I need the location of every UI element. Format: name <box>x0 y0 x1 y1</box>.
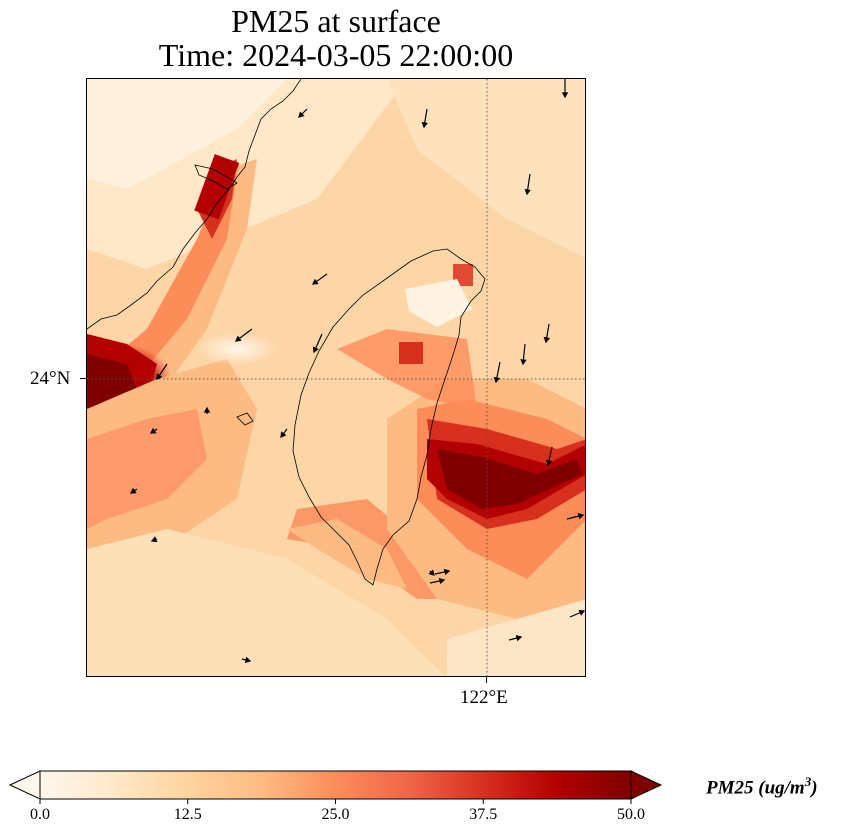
taipei-hotspot <box>453 264 473 286</box>
colorbar-extend-max <box>630 770 663 800</box>
colorbar-label: PM25 (ug/m3) <box>706 774 818 799</box>
wind-vector-head <box>129 487 137 494</box>
wind-vector-head <box>577 512 585 520</box>
wind-vector-head <box>524 188 531 196</box>
pm25-field-map <box>87 79 585 676</box>
colorbar-tick-label: 12.5 <box>173 806 202 823</box>
wind-vector-head <box>235 335 242 342</box>
wind-vector-head <box>520 359 527 366</box>
wind-vector-head <box>421 121 428 129</box>
wind-vector-head <box>312 346 319 354</box>
wind-vector-head <box>438 577 446 585</box>
wind-vector-head <box>443 568 451 576</box>
wind-vectors <box>129 79 585 664</box>
colorbar-extend-min <box>8 770 41 800</box>
clean-air-core <box>87 79 287 189</box>
wind-vector-head <box>244 656 252 664</box>
map-panel <box>86 78 586 677</box>
wind-vector-head <box>545 459 553 467</box>
title-line-2: Time: 2024-03-05 22:00:00 <box>158 37 514 73</box>
lon-tick-label: 122°E <box>460 687 508 708</box>
wind-vector-head <box>428 569 435 576</box>
wind-vector-head <box>311 278 319 285</box>
taiwan-north-clean <box>405 279 472 327</box>
pale-region-northeast <box>387 79 585 258</box>
wind-vector-head <box>149 427 157 434</box>
lat-tick-label: 24°N <box>30 368 71 389</box>
southwest-belt-fringe <box>287 519 407 589</box>
wind-vector-head <box>561 92 569 99</box>
east-plume-max <box>437 449 582 509</box>
hotspot-fujian-north <box>194 154 240 220</box>
strait-band-lower-core <box>87 409 207 529</box>
wind-vector-head <box>515 634 523 642</box>
clean-patch-strait <box>197 333 277 365</box>
wind-vector-head <box>493 376 501 384</box>
wind-vector-head <box>203 406 211 413</box>
taiwan-local-hotspot <box>399 342 423 364</box>
colorbar-tick-marks <box>39 799 632 804</box>
map-title: PM25 at surface Time: 2024-03-05 22:00:0… <box>86 4 586 72</box>
taiwan-coastline <box>292 248 486 586</box>
colorbar-gradient <box>39 770 632 800</box>
colorbar: 0.0 12.5 25.0 37.5 50.0 PM25 (ug/m3) <box>0 760 843 836</box>
colorbar-bar <box>8 770 663 804</box>
lat-tick-mark <box>80 378 86 379</box>
china-coastline <box>87 79 302 330</box>
penghu-island <box>236 412 254 426</box>
title-line-1: PM25 at surface <box>231 3 441 39</box>
colorbar-tick-label: 50.0 <box>617 806 645 823</box>
coastal-inlet <box>194 164 238 190</box>
colorbar-tick-label: 0.0 <box>30 806 50 823</box>
colorbar-tick-label: 37.5 <box>469 806 498 823</box>
wind-vector-head <box>543 336 550 344</box>
south-clean-corridor <box>87 529 445 676</box>
colorbar-tick-label: 25.0 <box>321 806 350 823</box>
wind-vector-head <box>578 609 585 616</box>
wind-vector-head <box>150 536 158 543</box>
lon-tick-mark <box>486 677 487 683</box>
wind-vector-head <box>280 431 287 438</box>
wind-vector-head <box>156 373 163 381</box>
wind-vector-head <box>298 111 305 118</box>
